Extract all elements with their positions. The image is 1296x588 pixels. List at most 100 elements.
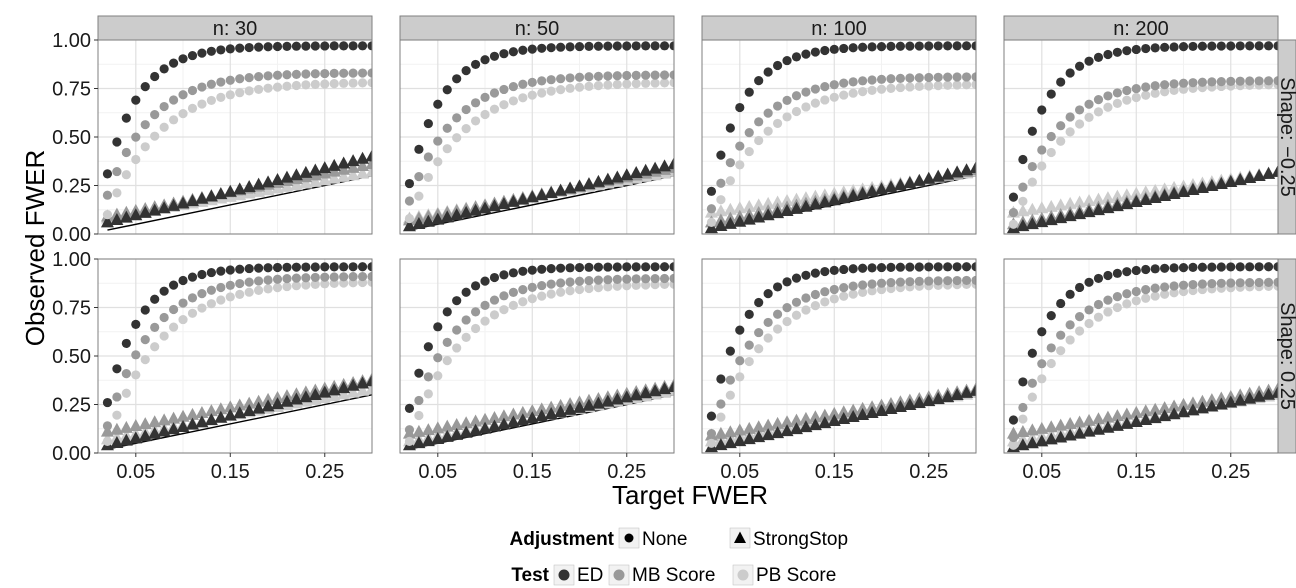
y-tick-label: 0.25 — [52, 395, 91, 417]
point-strongstop-pb-score — [346, 385, 360, 398]
point-strongstop-ed — [1252, 168, 1266, 181]
point-strongstop-ed — [308, 163, 322, 176]
point-none-mb-score — [754, 117, 764, 127]
point-none-mb-score — [1178, 78, 1189, 88]
point-none-pb-score — [886, 83, 896, 93]
point-strongstop-ed — [233, 406, 247, 419]
point-strongstop-ed — [525, 411, 539, 424]
point-none-pb-score — [102, 210, 113, 220]
point-none-pb-score — [820, 95, 830, 105]
point-strongstop-ed — [1158, 189, 1172, 202]
point-none-mb-score — [754, 327, 764, 338]
point-none-ed — [659, 262, 670, 272]
point-strongstop-mb-score — [1054, 418, 1068, 431]
point-strongstop-ed — [346, 154, 360, 167]
point-none-ed — [404, 178, 415, 189]
point-none-pb-score — [858, 287, 868, 297]
point-strongstop-ed — [1243, 170, 1257, 183]
point-none-mb-score — [791, 91, 802, 101]
point-none-mb-score — [1188, 279, 1198, 290]
point-none-ed — [839, 264, 849, 275]
point-strongstop-pb-score — [289, 178, 303, 191]
point-none-ed — [1273, 41, 1278, 51]
point-strongstop-ed — [1195, 401, 1209, 414]
point-none-ed — [1084, 56, 1094, 66]
point-none-ed — [1103, 270, 1113, 281]
point-strongstop-mb-score — [431, 421, 445, 434]
point-strongstop-ed — [912, 395, 926, 408]
point-none-ed — [603, 262, 613, 272]
point-none-ed — [772, 60, 783, 71]
point-none-ed — [121, 338, 131, 349]
point-none-pb-score — [763, 126, 773, 136]
point-none-mb-score — [1037, 145, 1047, 155]
point-none-ed — [263, 42, 273, 52]
point-none-ed — [801, 270, 811, 280]
point-strongstop-ed — [950, 387, 964, 400]
point-strongstop-ed — [808, 197, 822, 210]
point-strongstop-ed — [346, 378, 360, 391]
strip-top — [701, 15, 977, 41]
point-none-mb-score — [650, 70, 660, 80]
point-none-mb-score — [867, 279, 877, 289]
point-strongstop-mb-score — [1073, 415, 1087, 428]
point-none-mb-score — [1103, 91, 1113, 101]
point-none-ed — [612, 262, 622, 272]
point-strongstop-mb-score — [1158, 401, 1172, 414]
legend-key-ed-icon — [558, 569, 570, 581]
point-none-mb-score — [178, 90, 188, 100]
point-none-ed — [112, 364, 122, 374]
point-none-ed — [131, 319, 141, 329]
point-strongstop-ed — [506, 194, 520, 207]
point-none-pb-score — [112, 410, 122, 420]
point-none-mb-score — [244, 72, 254, 83]
point-none-ed — [565, 263, 575, 273]
point-strongstop-ed — [799, 199, 813, 212]
point-strongstop-ed — [1073, 426, 1087, 439]
point-none-ed — [593, 41, 604, 51]
point-strongstop-ed — [223, 184, 237, 197]
point-strongstop-mb-score — [1035, 421, 1049, 434]
point-strongstop-mb-score — [459, 416, 473, 429]
point-strongstop-pb-score — [327, 171, 341, 184]
point-none-mb-score — [1037, 359, 1047, 369]
point-strongstop-ed — [365, 374, 372, 387]
point-none-ed — [470, 281, 481, 291]
point-none-mb-score — [329, 272, 339, 282]
point-none-ed — [140, 305, 150, 315]
point-none-mb-score — [1056, 121, 1066, 131]
point-strongstop-ed — [1177, 185, 1191, 198]
point-strongstop-mb-score — [818, 408, 832, 421]
point-strongstop-ed — [723, 216, 737, 229]
point-none-ed — [1027, 126, 1037, 136]
point-none-pb-score — [254, 84, 264, 95]
point-strongstop-ed — [110, 435, 124, 448]
point-strongstop-ed — [440, 429, 454, 442]
point-none-mb-score — [622, 274, 632, 284]
point-strongstop-pb-score — [1063, 196, 1077, 209]
point-strongstop-pb-score — [1025, 202, 1039, 215]
legend-test: Test ED MB Score PB Score — [511, 564, 836, 586]
point-none-mb-score — [461, 315, 471, 325]
point-none-ed — [848, 43, 858, 53]
point-none-mb-score — [452, 325, 462, 335]
point-none-ed — [735, 102, 745, 113]
point-strongstop-ed — [922, 171, 936, 184]
point-none-pb-score — [1008, 440, 1019, 450]
point-strongstop-mb-score — [714, 426, 728, 439]
point-strongstop-ed — [629, 388, 643, 401]
point-none-ed — [527, 44, 537, 54]
point-strongstop-ed — [818, 416, 832, 429]
point-none-ed — [716, 374, 726, 384]
point-strongstop-ed — [931, 391, 945, 404]
point-none-mb-score — [829, 284, 839, 295]
point-none-mb-score — [914, 276, 924, 286]
point-none-ed — [1131, 265, 1141, 276]
point-none-mb-score — [1169, 281, 1179, 291]
point-strongstop-ed — [620, 168, 634, 181]
point-none-mb-score — [187, 85, 198, 96]
point-strongstop-ed — [129, 431, 143, 444]
point-strongstop-ed — [648, 161, 662, 174]
point-strongstop-ed — [195, 191, 209, 204]
point-strongstop-ed — [941, 389, 955, 402]
